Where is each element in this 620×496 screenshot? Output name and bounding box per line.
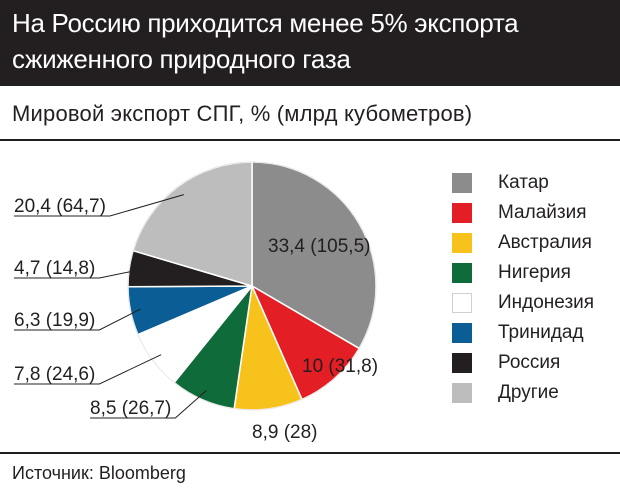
legend-label: Тринидад	[498, 322, 584, 343]
legend-label: Индонезия	[498, 292, 595, 313]
leader-line-6	[14, 308, 141, 331]
leader-line-5	[14, 354, 162, 385]
leader-line-7	[14, 269, 140, 279]
data-label-3: 8,9 (28)	[252, 422, 317, 443]
legend-item: Малайзия	[452, 200, 612, 226]
data-label-5: 7,8 (24,6)	[14, 364, 95, 385]
legend-label: Другие	[498, 382, 559, 403]
legend-label: Нигерия	[498, 262, 571, 283]
title-banner: На Россию приходится менее 5% экспорта с…	[0, 0, 620, 86]
leader-line-8	[14, 194, 184, 217]
legend-label: Австралия	[498, 232, 592, 253]
legend-item: Россия	[452, 350, 612, 376]
data-label-1: 33,4 (105,5)	[268, 236, 370, 257]
chart-title-line-2: сжиженного природного газа	[12, 44, 351, 74]
legend-item: Другие	[452, 380, 612, 406]
legend-label: Катар	[498, 172, 549, 193]
data-label-8: 20,4 (64,7)	[14, 196, 106, 217]
legend-swatch	[452, 173, 472, 193]
chart-subtitle: Мировой экспорт СПГ, % (млрд кубометров)	[12, 101, 473, 126]
legend-swatch	[452, 323, 472, 343]
bottom-divider	[0, 452, 620, 454]
pie-outline	[127, 161, 377, 411]
legend-swatch	[452, 263, 472, 283]
legend-item: Тринидад	[452, 320, 612, 346]
chart-title-line-1: На Россию приходится менее 5% экспорта	[12, 8, 519, 38]
legend-item: Катар	[452, 170, 612, 196]
legend-swatch	[452, 203, 472, 223]
legend-item: Нигерия	[452, 260, 612, 286]
data-label-2: 10 (31,8)	[302, 356, 378, 377]
data-label-7: 4,7 (14,8)	[14, 258, 95, 279]
legend-swatch	[452, 383, 472, 403]
legend-label: Малайзия	[498, 202, 587, 223]
leader-line-4	[90, 390, 207, 419]
source-note: Источник: Bloomberg	[12, 463, 186, 483]
data-label-6: 6,3 (19,9)	[14, 310, 95, 331]
pie-chart: 33,4 (105,5) 10 (31,8) 8,9 (28) 8,5 (26,7) 7…	[14, 161, 378, 443]
data-label-4: 8,5 (26,7)	[90, 398, 171, 419]
legend-swatch	[452, 293, 472, 313]
legend-label: Россия	[498, 352, 561, 373]
top-divider	[0, 139, 620, 141]
legend-swatch	[452, 233, 472, 253]
legend-item: Австралия	[452, 230, 612, 256]
legend-item: Индонезия	[452, 290, 612, 316]
legend-swatch	[452, 353, 472, 373]
